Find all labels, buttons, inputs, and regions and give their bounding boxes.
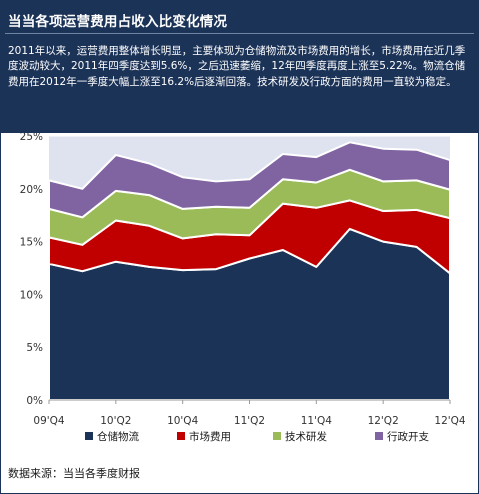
data-source: 数据来源：当当各季度财报 xyxy=(8,467,140,480)
legend-swatch-3 xyxy=(273,432,281,440)
x-tick-label: 11'Q2 xyxy=(234,415,265,427)
legend-label-4: 行政开支 xyxy=(387,430,429,443)
plot-area: 0% 5% 10% 15% 20% 25% 09'Q4 10'Q2 10'Q4 11'Q2 11'Q… xyxy=(1,131,478,463)
legend-label-1: 仓储物流 xyxy=(97,430,139,443)
y-tick-label: 10% xyxy=(20,289,43,301)
legend-swatch-2 xyxy=(177,432,185,440)
y-tick-label: 15% xyxy=(20,237,43,249)
x-tick-label: 11'Q4 xyxy=(301,415,333,427)
stacked-area-chart: 0% 5% 10% 15% 20% 25% 09'Q4 10'Q2 10'Q4 11'Q2 11'Q… xyxy=(20,131,466,443)
title-divider xyxy=(5,33,474,34)
x-tick-label: 10'Q2 xyxy=(100,415,131,427)
x-tick-label: 12'Q4 xyxy=(434,415,466,427)
x-tick-label: 12'Q2 xyxy=(368,415,399,427)
x-tick-label: 09'Q4 xyxy=(33,415,65,427)
legend-swatch-4 xyxy=(375,432,383,440)
y-tick-label: 5% xyxy=(26,342,43,354)
legend-label-2: 市场费用 xyxy=(189,430,231,443)
chart-description: 2011年以来，运营费用整体增长明显，主要体现为仓储物流及市场费用的增长，市场费… xyxy=(8,45,466,88)
area-series-4 xyxy=(48,141,451,219)
chart-title: 当当各项运营费用占收入比变化情况 xyxy=(8,14,228,30)
y-tick-label: 20% xyxy=(20,184,43,196)
legend-label-3: 技术研发 xyxy=(285,430,327,443)
legend-swatch-1 xyxy=(85,432,93,440)
x-tick-label: 10'Q4 xyxy=(167,415,199,427)
y-tick-label: 0% xyxy=(26,395,43,407)
header-banner: 当当各项运营费用占收入比变化情况 2011年以来，运营费用整体增长明显，主要体现… xyxy=(1,1,478,133)
y-tick-label: 25% xyxy=(20,133,43,143)
